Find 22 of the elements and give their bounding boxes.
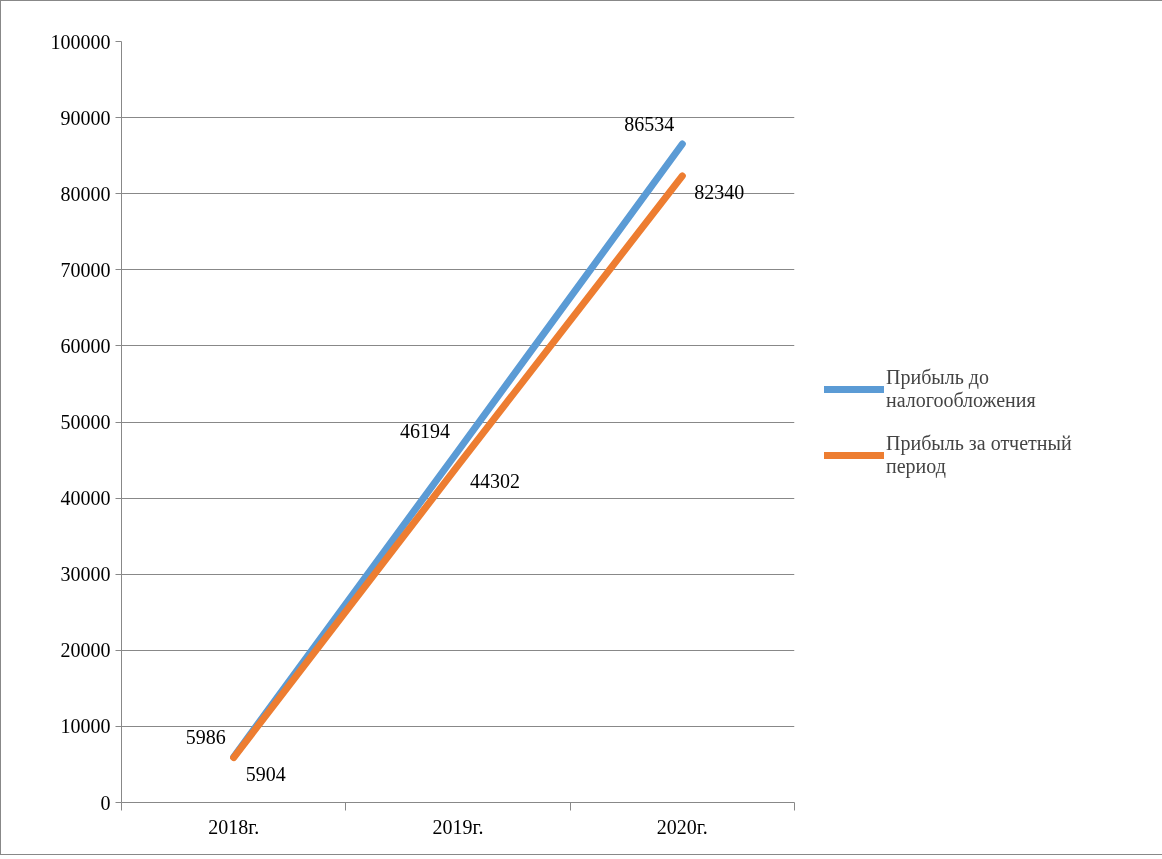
y-tick-label: 100000 (50, 30, 111, 53)
y-tick-label: 70000 (60, 258, 111, 281)
y-tick-label: 40000 (60, 487, 111, 510)
legend-label: Прибыль за отчетный период (886, 431, 1072, 478)
data-label: 5904 (245, 762, 286, 785)
data-label: 86534 (624, 112, 675, 135)
y-tick-label: 0 (100, 791, 111, 814)
data-label: 46194 (400, 419, 450, 442)
y-tick-label: 50000 (60, 411, 111, 433)
y-tick-label: 80000 (60, 182, 111, 205)
y-tick-label: 90000 (60, 106, 111, 129)
x-tick-label: 2018г. (208, 815, 260, 838)
data-label: 82340 (694, 180, 745, 203)
y-tick-label: 20000 (60, 639, 111, 662)
x-tick-label: 2019г. (432, 815, 484, 838)
y-tick-label: 60000 (60, 334, 111, 357)
legend-label: Прибыль до налогообложения (886, 365, 1036, 412)
data-label: 44302 (470, 470, 520, 493)
x-tick-label: 2020г. (656, 815, 708, 838)
y-tick-label: 10000 (60, 715, 111, 738)
y-tick-label: 30000 (60, 563, 111, 586)
data-label: 5986 (185, 725, 226, 748)
